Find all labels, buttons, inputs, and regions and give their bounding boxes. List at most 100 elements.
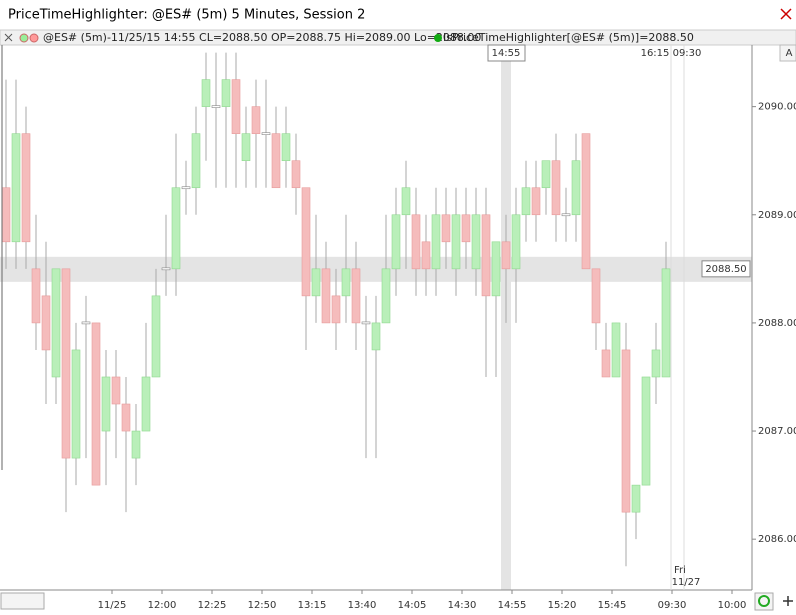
candle-body — [451, 214, 461, 270]
candle-body — [621, 349, 631, 513]
candle-body — [471, 214, 481, 270]
side-button[interactable] — [779, 44, 796, 62]
candle-body — [11, 133, 21, 243]
candle-body — [531, 187, 541, 216]
status-close[interactable] — [4, 33, 13, 42]
candle-body — [251, 106, 261, 134]
candle-body — [101, 376, 111, 432]
candle-body — [81, 321, 91, 325]
y-tick-label: 2086.00 — [758, 534, 796, 545]
status-text: @ES# (5m)-11/25/15 14:55 CL=2088.50 OP=2… — [43, 31, 481, 44]
candle-body — [361, 321, 371, 325]
candle-body — [181, 186, 191, 190]
candle-body — [1, 187, 11, 243]
candle-body — [321, 268, 331, 324]
x-tick-label: 13:40 — [348, 600, 377, 611]
session-date: 11/27 — [672, 577, 701, 588]
candle-body — [611, 322, 621, 378]
scrollbar[interactable] — [0, 592, 45, 610]
candle-body — [441, 214, 451, 243]
session-start: 09:30 — [673, 48, 702, 59]
candle-body — [211, 105, 221, 108]
candle-body — [351, 268, 361, 324]
window-title: PriceTimeHighlighter: @ES# (5m) 5 Minute… — [8, 8, 365, 23]
y-tick-label: 2090.00 — [758, 102, 796, 113]
candle-body — [91, 322, 101, 486]
candle-body — [511, 214, 521, 270]
candle-body — [131, 430, 141, 459]
y-tick-label: 2088.00 — [758, 318, 796, 329]
candle-body — [61, 268, 71, 459]
candle-body — [541, 160, 551, 189]
candle-body — [481, 214, 491, 297]
x-tick-label: 12:50 — [248, 600, 277, 611]
x-tick-label: 14:55 — [498, 600, 527, 611]
session-day: Fri — [674, 565, 686, 576]
candle-body — [111, 376, 121, 405]
indicator-text: IsPriceTimeHighlighter[@ES# (5m)]=2088.5… — [443, 31, 694, 44]
candle-body — [301, 187, 311, 297]
candle-body — [141, 376, 151, 432]
candle-body — [161, 267, 171, 271]
x-tick-label: 09:30 — [658, 600, 687, 611]
x-tick-label: 15:45 — [598, 600, 627, 611]
y-tick-label: 2089.00 — [758, 210, 796, 221]
candle-body — [41, 295, 51, 351]
x-tick-label: 13:15 — [298, 600, 327, 611]
candle-body — [661, 268, 671, 378]
x-tick-label: 14:30 — [448, 600, 477, 611]
time-label: 14:55 — [492, 48, 521, 59]
candle-body — [601, 349, 611, 378]
candle-body — [51, 268, 61, 378]
x-tick-label: 11/25 — [98, 600, 127, 611]
x-tick-label: 10:00 — [718, 600, 747, 611]
candle-body — [281, 133, 291, 162]
candle-body — [401, 187, 411, 216]
candle-body — [501, 241, 511, 270]
candle-body — [381, 268, 391, 324]
candle-body — [371, 322, 381, 351]
y-tick-label: 2087.00 — [758, 426, 796, 437]
candle-body — [341, 268, 351, 297]
candle-body — [651, 349, 661, 378]
candle-body — [461, 214, 471, 243]
candle-body — [201, 79, 211, 107]
candle-body — [121, 403, 131, 432]
candle-body — [411, 214, 421, 270]
candle-body — [171, 187, 181, 270]
side-button-label: A — [786, 48, 793, 59]
candle-body — [591, 268, 601, 324]
candle-body — [271, 133, 281, 189]
price-label-box — [701, 260, 751, 278]
candle-body — [221, 79, 231, 107]
candle-body — [641, 376, 651, 486]
x-tick-label: 15:20 — [548, 600, 577, 611]
price-label: 2088.50 — [705, 264, 746, 275]
x-tick-label: 12:25 — [198, 600, 227, 611]
plot-area: 2086.00 2087.00 2088.00 2089.00 2090.00 11/25… — [0, 44, 796, 611]
close-button[interactable] — [780, 8, 792, 20]
refresh-button[interactable] — [754, 592, 774, 611]
zoom-button[interactable] — [783, 596, 793, 606]
candle-body — [291, 160, 301, 189]
status-icon — [19, 33, 29, 43]
candle-body — [151, 295, 161, 378]
candle-body — [71, 349, 81, 459]
status-bar — [0, 29, 796, 46]
candle-body — [391, 214, 401, 270]
candle-body — [491, 241, 501, 297]
candle-body — [331, 295, 341, 324]
candle-body — [551, 160, 561, 216]
status-icon — [29, 33, 39, 43]
price-highlight — [0, 256, 752, 282]
candle-body — [261, 132, 271, 135]
candle-body — [571, 160, 581, 216]
x-tick-label: 14:05 — [398, 600, 427, 611]
candle-body — [231, 79, 241, 134]
session-end: 16:15 — [641, 48, 670, 59]
candle-body — [431, 214, 441, 270]
candle-body — [191, 133, 201, 189]
candle-body — [21, 133, 31, 243]
